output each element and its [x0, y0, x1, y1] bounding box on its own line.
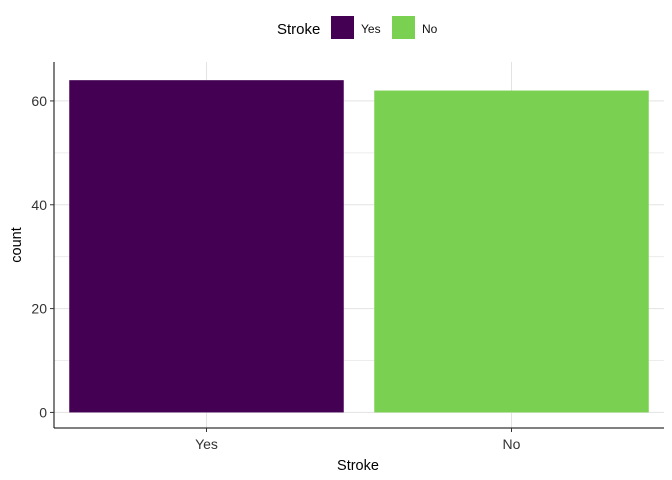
legend-label-yes: Yes	[361, 22, 381, 36]
y-tick-label: 0	[39, 404, 47, 420]
legend-key-yes	[331, 16, 354, 39]
legend-key-no	[392, 16, 415, 39]
legend-title: Stroke	[277, 21, 320, 38]
legend-label-no: No	[422, 22, 438, 36]
y-tick-label: 20	[31, 301, 47, 317]
y-tick-label: 60	[31, 93, 47, 109]
x-axis-title: Stroke	[337, 458, 379, 474]
y-axis-title: count	[9, 227, 25, 262]
x-tick-label: No	[503, 436, 521, 452]
bar-no	[374, 90, 649, 413]
plot-area	[53, 62, 664, 429]
x-tick-label: Yes	[195, 436, 218, 452]
legend: Stroke Yes No	[277, 16, 438, 39]
bar-yes	[69, 80, 344, 413]
y-tick-label: 40	[31, 197, 47, 213]
